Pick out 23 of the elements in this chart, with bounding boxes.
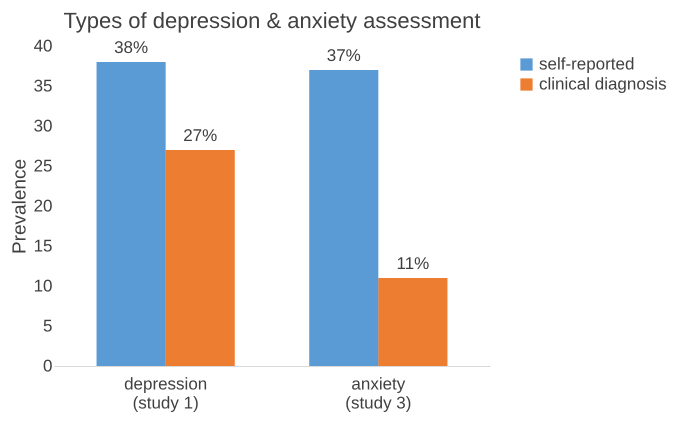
y-tick-label: 0 (43, 356, 52, 376)
y-tick-label: 35 (34, 76, 52, 96)
y-tick-label: 25 (34, 156, 52, 176)
bar (96, 62, 166, 366)
legend-label: clinical diagnosis (539, 74, 667, 94)
bar (309, 70, 378, 366)
y-tick-label: 15 (34, 236, 52, 256)
data-label: 27% (183, 126, 218, 145)
y-tick-label: 5 (43, 316, 52, 336)
y-tick-label: 30 (34, 116, 52, 136)
bar (166, 150, 235, 366)
legend-label: self-reported (539, 54, 634, 74)
chart-title: Types of depression & anxiety assessment (64, 8, 480, 33)
y-tick-label: 20 (34, 196, 52, 216)
x-tick-label: anxiety (study 3) (345, 374, 412, 412)
y-tick-label: 40 (34, 36, 52, 56)
data-label: 11% (396, 254, 430, 273)
y-tick-label: 10 (34, 276, 52, 296)
x-tick-label: depression (study 1) (124, 374, 208, 412)
data-label: 37% (326, 46, 361, 65)
bar (378, 278, 448, 366)
y-axis-title: Prevalence (10, 158, 31, 254)
data-label: 38% (114, 38, 148, 57)
